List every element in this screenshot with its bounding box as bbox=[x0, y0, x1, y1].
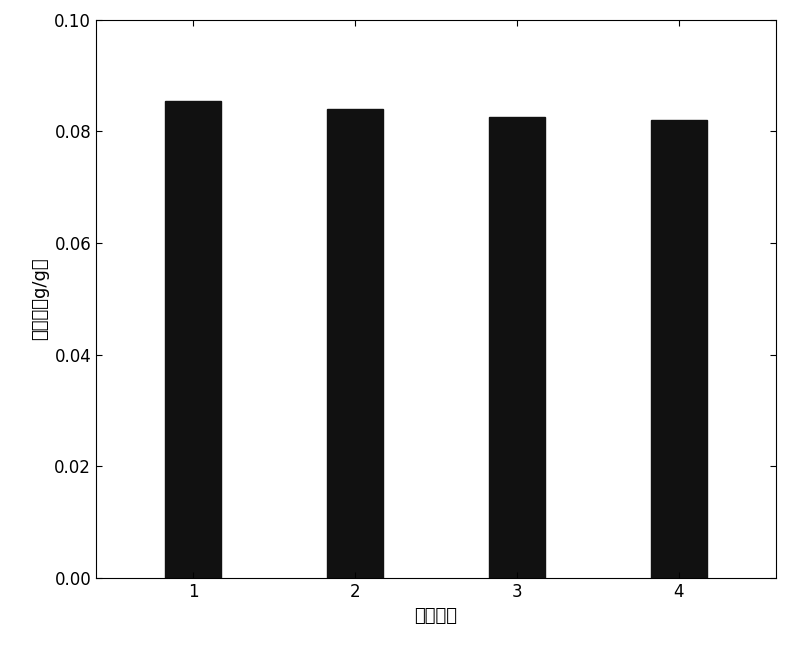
Bar bbox=[326, 109, 383, 578]
Bar bbox=[650, 120, 707, 578]
Bar bbox=[165, 101, 222, 578]
Y-axis label: 吸附量（g/g）: 吸附量（g/g） bbox=[30, 258, 49, 340]
X-axis label: 实验次数: 实验次数 bbox=[414, 606, 458, 625]
Bar bbox=[489, 118, 546, 578]
